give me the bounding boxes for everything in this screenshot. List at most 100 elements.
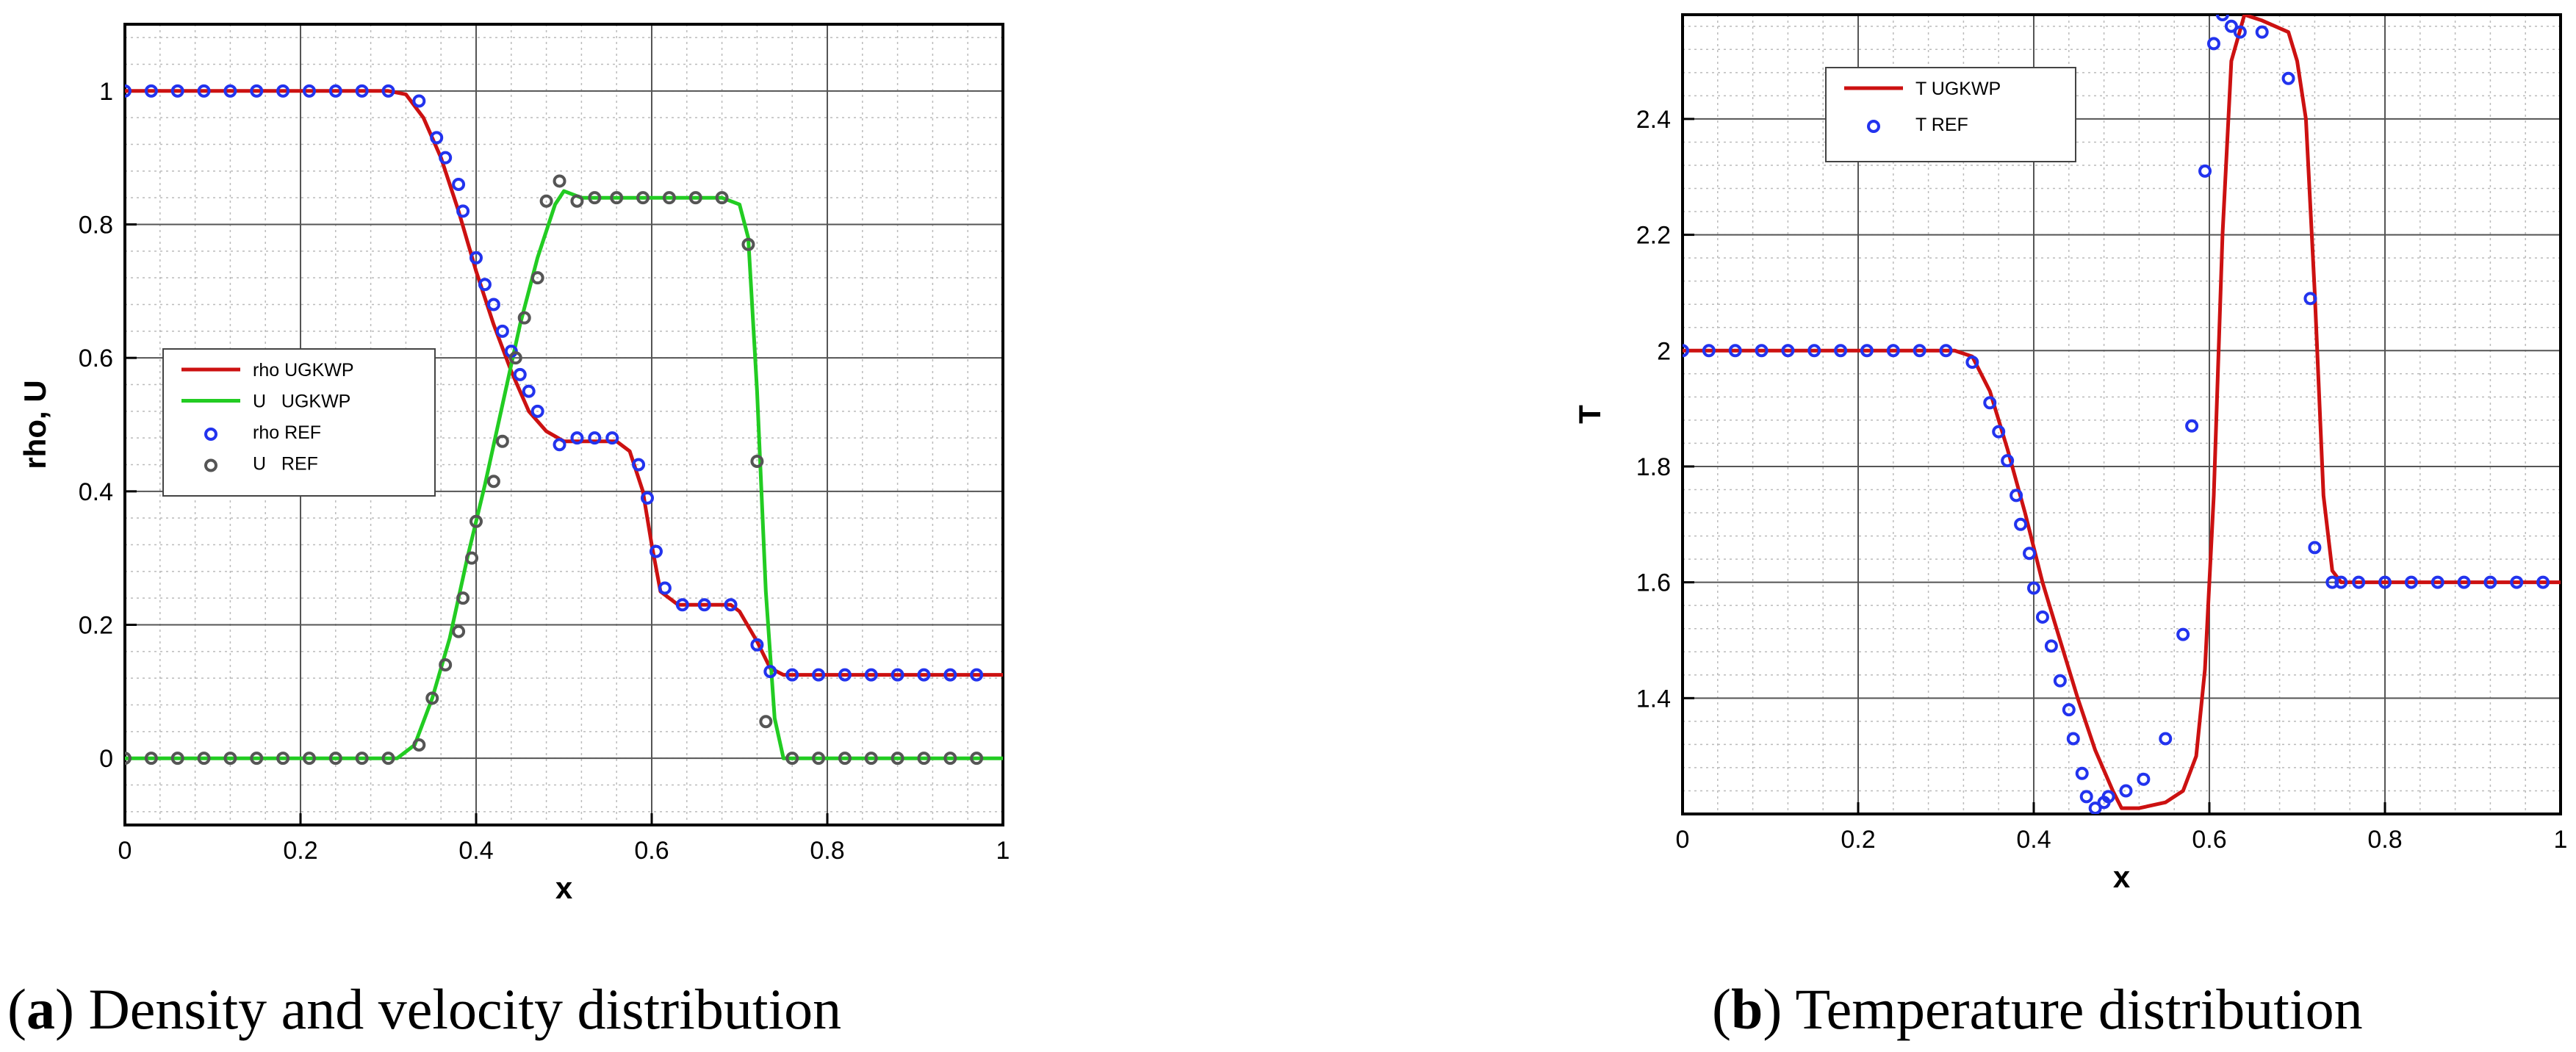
series-marker [144,752,158,765]
series-marker [838,668,852,682]
legend-marker-swatch [204,458,217,472]
series-marker [2053,674,2067,688]
series-marker [688,191,702,205]
series-marker [355,84,369,98]
series-marker [2308,541,2322,555]
series-marker [276,84,290,98]
series-marker [2536,575,2550,589]
y-tick-label: 2.2 [1636,222,1671,250]
series-marker [570,194,584,208]
series-marker [412,94,426,108]
series-marker [302,84,316,98]
series-marker [838,752,852,765]
series-marker [1834,344,1848,358]
series-marker [2457,575,2471,589]
series-marker [495,324,509,338]
series-marker [2352,575,2366,589]
x-tick-label: 0.4 [458,837,493,865]
series-marker [741,237,755,251]
series-marker [2206,37,2220,51]
series-marker [2001,454,2015,468]
series-marker [2023,547,2037,561]
series-marker [2088,801,2102,814]
series-marker [1755,344,1769,358]
series-marker [2303,292,2317,306]
series-marker [675,598,689,612]
series-marker [2334,575,2348,589]
legend: rho UGKWP U UGKWP rho REF U REF [162,348,436,497]
y-tick-label: 1.8 [1636,453,1671,481]
series-marker [658,581,672,595]
series-line [1683,15,2561,810]
series-marker [478,278,492,292]
series-marker [1728,344,1742,358]
series-marker [2255,25,2269,39]
series-marker [1683,344,1689,358]
series-marker [439,658,453,671]
series-marker [2215,15,2229,21]
series-marker [2159,732,2173,746]
series-marker [750,638,764,652]
series-marker [636,191,650,205]
caption-a-text: Density and velocity distribution [74,977,841,1041]
x-tick-label: 0.8 [2367,826,2402,854]
caption-b-tag: b [1731,977,1763,1041]
series-marker [2079,790,2093,804]
series-marker [649,544,663,558]
series-marker [302,752,316,765]
series-marker [2075,766,2089,780]
legend-label: rho UGKWP [253,360,354,381]
series-marker [2224,19,2238,33]
series-marker [864,668,878,682]
series-marker [785,752,799,765]
series-marker [2101,790,2115,804]
series-marker [381,84,395,98]
series-marker [412,738,426,752]
x-tick-label: 0.6 [2192,826,2226,854]
series-marker [170,84,184,98]
series-marker [250,84,264,98]
series-marker [2014,517,2028,531]
series-marker [891,668,904,682]
series-marker [1860,344,1874,358]
series-marker [530,271,544,285]
series-marker [223,752,237,765]
series-marker [456,204,470,218]
x-tick-label: 0.4 [2016,826,2051,854]
series-marker [943,668,957,682]
series-marker [1781,344,1795,358]
series-marker [125,84,132,98]
series-marker [2010,489,2023,502]
series-marker [605,431,619,445]
x-tick-label: 0 [118,837,132,865]
series-marker [144,84,158,98]
series-marker [469,514,483,528]
plot-area [125,84,1003,765]
series-marker [2325,575,2339,589]
series-marker [328,752,342,765]
series-marker [2185,419,2199,433]
series-marker [553,174,566,188]
plot-frame [123,23,1004,826]
series-marker [1702,344,1716,358]
series-marker [530,404,544,418]
legend-label: T REF [1915,115,1968,135]
series-marker [715,191,729,205]
series-marker [588,191,602,205]
series-marker [465,551,479,565]
series-marker [381,752,395,765]
series-marker [750,454,764,468]
caption-a: (a) Density and velocity distribution [7,977,841,1041]
series-marker [2404,575,2418,589]
series-marker [197,84,211,98]
series-marker [439,151,453,165]
y-tick-label: 0.8 [79,212,113,239]
series-marker [495,434,509,448]
series-marker [1983,396,1997,410]
series-marker [724,598,738,612]
x-tick-label: 0.2 [283,837,317,865]
series-marker [522,384,536,398]
caption-b-text: Temperature distribution [1782,977,2362,1041]
